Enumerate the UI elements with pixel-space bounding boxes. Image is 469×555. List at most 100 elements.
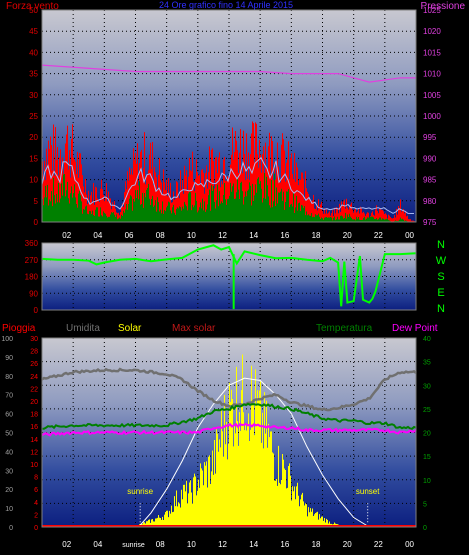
compass-letter: S [437, 271, 444, 283]
rain-y-tick: 28 [30, 349, 38, 356]
humidity-y-tick: 50 [5, 431, 13, 438]
wind-x-tick: 08 [156, 231, 165, 240]
dew-point-line [41, 422, 417, 437]
pressure-y-tick: 1015 [423, 48, 441, 57]
humidity-y-tick: 70 [5, 393, 13, 400]
wind-x-tick: 04 [93, 231, 102, 240]
rain-y-tick: 14 [30, 437, 38, 444]
wind-direction-line [41, 244, 417, 307]
wind-average-trace [41, 156, 414, 215]
wind-y-tick: 5 [34, 197, 39, 206]
solar-x-tick: 22 [374, 540, 383, 549]
legend-item: Solar [118, 323, 142, 334]
pressure-axis-label: Pressione [421, 1, 466, 12]
legend-item: Umidita [66, 323, 100, 334]
pressure-y-tick: 990 [423, 154, 437, 163]
wind-y-tick: 25 [29, 112, 38, 121]
wind-x-tick: 16 [280, 231, 289, 240]
temperature-line [41, 402, 417, 430]
plot-frame [41, 242, 417, 311]
rain-y-tick: 18 [30, 412, 38, 419]
solar-x-tick: sunrise [122, 542, 145, 549]
humidity-y-tick: 20 [5, 487, 13, 494]
solar-x-tick: 00 [405, 540, 414, 549]
direction-y-tick: 180 [25, 273, 39, 282]
rain-y-tick: 6 [34, 487, 38, 494]
solar-x-tick: 04 [93, 540, 102, 549]
humidity-y-tick: 30 [5, 468, 13, 475]
wind-x-tick: 14 [249, 231, 258, 240]
pressure-y-tick: 1000 [423, 112, 441, 121]
legend-item: Temperatura [316, 323, 373, 334]
wind-x-tick: 00 [405, 231, 414, 240]
wind-x-tick: 20 [343, 231, 352, 240]
humidity-y-tick: 100 [1, 336, 13, 343]
solar-x-tick: 08 [156, 540, 165, 549]
direction-y-tick: 270 [25, 256, 39, 265]
rain-y-tick: 22 [30, 386, 38, 393]
temperature-y-tick: 5 [423, 501, 427, 508]
pressure-y-tick: 975 [423, 218, 437, 227]
sunrise-annotation: sunrise [127, 487, 153, 496]
humidity-y-tick: 10 [5, 506, 13, 513]
pressure-y-tick: 1010 [423, 70, 441, 79]
wind-y-tick: 40 [29, 48, 38, 57]
legend-item: Max solar [172, 323, 216, 334]
solar-x-tick: 16 [280, 540, 289, 549]
temperature-y-tick: 35 [423, 360, 431, 367]
rain-y-tick: 12 [30, 449, 38, 456]
wind-y-tick: 45 [29, 27, 38, 36]
compass-letter: W [436, 255, 447, 267]
compass-letter: E [437, 287, 444, 299]
pressure-y-tick: 985 [423, 176, 437, 185]
wind-y-tick: 50 [29, 6, 38, 15]
temperature-y-tick: 20 [423, 431, 431, 438]
rain-y-tick: 16 [30, 424, 38, 431]
rain-y-tick: 8 [34, 475, 38, 482]
wind-x-tick: 10 [187, 231, 196, 240]
wind-x-tick: 22 [374, 231, 383, 240]
solar-x-tick: 10 [187, 540, 196, 549]
solar-x-tick: 20 [343, 540, 352, 549]
pressure-y-tick: 1020 [423, 27, 441, 36]
direction-y-tick: 360 [25, 239, 39, 248]
plot-frame [41, 9, 417, 223]
solar-x-tick: 14 [249, 540, 258, 549]
pressure-y-tick: 1025 [423, 6, 441, 15]
direction-y-tick: 0 [34, 306, 39, 315]
wind-axis-label: Forza vento [6, 1, 59, 12]
compass-letter: N [437, 239, 445, 251]
humidity-y-tick: 80 [5, 374, 13, 381]
legend-item: Pioggia [2, 323, 36, 334]
direction-y-tick: 90 [29, 289, 38, 298]
solar-x-tick: 12 [218, 540, 227, 549]
rain-y-tick: 24 [30, 374, 38, 381]
solar-x-tick: 02 [62, 540, 71, 549]
pressure-y-tick: 1005 [423, 91, 441, 100]
humidity-y-tick: 40 [5, 449, 13, 456]
wind-x-tick: 02 [62, 231, 71, 240]
rain-y-tick: 30 [30, 336, 38, 343]
rain-y-tick: 10 [30, 462, 38, 469]
compass-letter: N [437, 303, 445, 315]
sunset-annotation: sunset [356, 487, 380, 496]
rain-y-tick: 26 [30, 361, 38, 368]
wind-y-tick: 0 [34, 218, 39, 227]
temperature-y-tick: 25 [423, 407, 431, 414]
humidity-y-tick: 0 [9, 525, 13, 532]
temperature-y-tick: 10 [423, 478, 431, 485]
solar-x-tick: 18 [312, 540, 321, 549]
temperature-y-tick: 0 [423, 525, 427, 532]
legend-item: Dew Point [392, 323, 438, 334]
humidity-line [41, 367, 417, 412]
rain-y-tick: 2 [34, 512, 38, 519]
wind-x-tick: 12 [218, 231, 227, 240]
pressure-y-tick: 995 [423, 133, 437, 142]
plot-frame [41, 337, 417, 528]
rain-y-tick: 4 [34, 500, 38, 507]
wind-y-tick: 30 [29, 91, 38, 100]
wind-y-tick: 20 [29, 133, 38, 142]
wind-y-tick: 35 [29, 70, 38, 79]
